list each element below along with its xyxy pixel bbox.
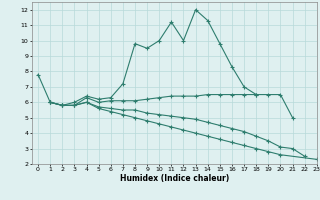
X-axis label: Humidex (Indice chaleur): Humidex (Indice chaleur)	[120, 174, 229, 183]
